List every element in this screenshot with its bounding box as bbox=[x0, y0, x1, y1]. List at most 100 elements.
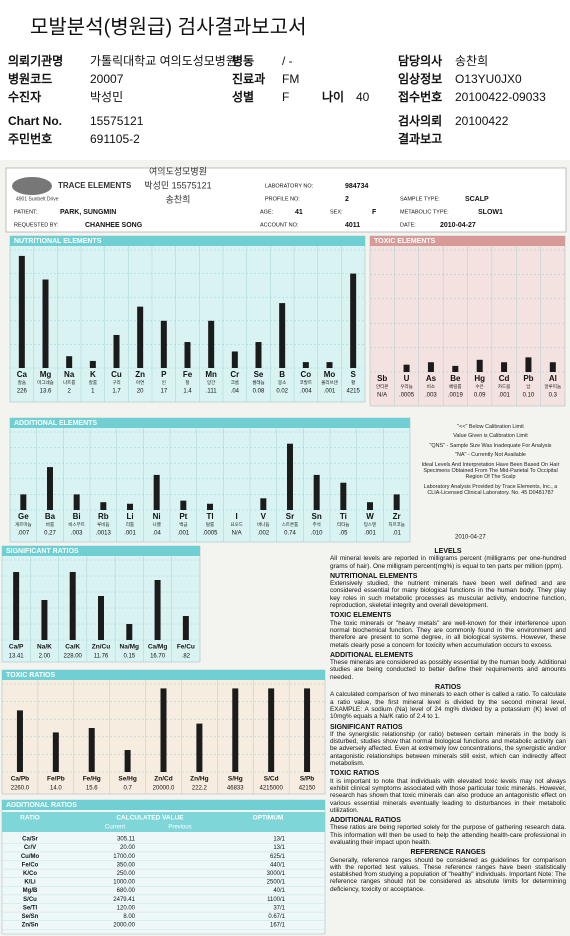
note-text: If the synergistic relationship (or rati… bbox=[330, 730, 566, 768]
element-symbol: Ni bbox=[153, 512, 161, 521]
element-name: 지르코늄 bbox=[388, 521, 405, 528]
column-header: RATIO bbox=[20, 815, 40, 822]
field-value: 691105-2 bbox=[90, 132, 140, 146]
element-name: 납 bbox=[526, 383, 530, 389]
field-value: 박성민 bbox=[90, 90, 123, 104]
result-value: 15.6 bbox=[86, 786, 98, 792]
panel-title-band bbox=[2, 670, 325, 680]
result-value: .04 bbox=[152, 531, 161, 537]
ratio-optimum: 40/1 bbox=[273, 888, 285, 894]
result-value: 13.6 bbox=[40, 389, 52, 395]
note-text: These ratios are being reported solely f… bbox=[330, 824, 566, 846]
ratio-optimum: 13/1 bbox=[273, 845, 285, 851]
bar bbox=[66, 356, 73, 368]
result-value: 13.41 bbox=[9, 654, 25, 660]
note-text: A calculated comparison of two minerals … bbox=[330, 691, 566, 721]
result-value: .0005 bbox=[399, 393, 415, 399]
ratio-name: S/Cu bbox=[23, 897, 37, 903]
ratio-name: Na/K bbox=[37, 644, 52, 651]
field-value: FM bbox=[282, 72, 299, 86]
bar bbox=[160, 320, 167, 368]
element-name: 몰리브덴 bbox=[321, 379, 338, 386]
bar bbox=[260, 498, 267, 510]
field-label: 검사의뢰 bbox=[398, 113, 442, 128]
field-value: 40 bbox=[356, 90, 370, 104]
result-value: .003 bbox=[425, 393, 437, 399]
element-name: 비스무트 bbox=[68, 521, 85, 528]
note-text: These minerals are considered as possibl… bbox=[330, 659, 566, 681]
result-value: 222.2 bbox=[192, 786, 208, 792]
panel-title: NUTRITIONAL ELEMENTS bbox=[14, 238, 102, 245]
element-symbol: Cu bbox=[111, 370, 122, 379]
note-heading: TOXIC RATIOS bbox=[330, 770, 380, 778]
field-label: 의뢰기관명 bbox=[8, 53, 63, 68]
element-name: 안티몬 bbox=[376, 383, 388, 390]
field-label: 병동 bbox=[232, 53, 254, 68]
result-value: 16.70 bbox=[150, 654, 166, 660]
panel-title: ADDITIONAL RATIOS bbox=[6, 802, 77, 809]
result-value: .001 bbox=[324, 389, 336, 395]
element-name: 카드뮴 bbox=[498, 383, 510, 390]
result-value: .0013 bbox=[96, 531, 112, 537]
column-subheader: Current bbox=[105, 825, 125, 831]
element-name: 알루미늄 bbox=[545, 383, 562, 390]
result-value: .003 bbox=[71, 531, 83, 537]
result-value: 0.09 bbox=[474, 393, 486, 399]
element-name: 비소 bbox=[427, 383, 435, 390]
bar bbox=[452, 365, 459, 372]
bar bbox=[393, 494, 400, 510]
lab-company: TRACE ELEMENTS bbox=[58, 181, 132, 190]
result-value: .002 bbox=[257, 531, 269, 537]
element-symbol: K bbox=[90, 370, 96, 379]
ratio-optimum: 3000/1 bbox=[267, 871, 286, 877]
note-text: Generally, reference ranges should be co… bbox=[330, 856, 566, 893]
lab-field-value: 2 bbox=[345, 196, 349, 203]
legend-line: "NA" - Currently Not Available bbox=[455, 452, 526, 459]
panel-title-band bbox=[370, 236, 565, 246]
result-value: 2260.0 bbox=[11, 786, 30, 792]
bar bbox=[13, 572, 20, 640]
lab-field-label: SEX: bbox=[330, 209, 343, 215]
ratio-current: 1700.00 bbox=[113, 854, 135, 860]
element-symbol: Mg bbox=[40, 370, 52, 379]
note-text: It is important to note that individuals… bbox=[330, 777, 566, 814]
bar bbox=[340, 482, 347, 510]
bar bbox=[427, 362, 434, 372]
element-name: 요오드 bbox=[230, 522, 242, 527]
element-name: 스트론튬 bbox=[282, 522, 299, 527]
element-name: 코발트 bbox=[300, 379, 312, 385]
ratio-current: 8.00 bbox=[123, 914, 135, 920]
element-name: 리튬 bbox=[126, 521, 134, 528]
panel bbox=[9, 417, 411, 543]
lab-field-label: PATIENT: bbox=[14, 209, 38, 215]
element-symbol: Al bbox=[549, 374, 557, 383]
element-name: 루비듐 bbox=[97, 521, 109, 528]
result-value: 11.76 bbox=[94, 654, 109, 660]
result-value: 4215 bbox=[346, 389, 360, 395]
legend-line: "<<" Below Calibration Limit bbox=[457, 424, 524, 430]
element-name: 수은 bbox=[476, 384, 484, 390]
element-name: 나트륨 bbox=[63, 379, 75, 386]
element-name: 아연 bbox=[136, 379, 144, 386]
ratio-name: Fe/Cu bbox=[177, 644, 195, 651]
bar bbox=[98, 596, 104, 640]
ratio-name: Mg/B bbox=[23, 888, 38, 894]
bar bbox=[69, 572, 76, 640]
note-heading: RATIOS bbox=[435, 684, 461, 692]
note-heading: NUTRITIONAL ELEMENTS bbox=[330, 572, 418, 580]
ratio-optimum: 1100/1 bbox=[267, 897, 286, 903]
result-value: 0.74 bbox=[284, 531, 296, 537]
element-symbol: Pt bbox=[179, 512, 187, 521]
element-symbol: Co bbox=[300, 370, 311, 379]
lab-field-value: 4011 bbox=[345, 222, 360, 229]
ratio-optimum: 625/1 bbox=[270, 854, 286, 860]
bar bbox=[100, 502, 107, 510]
ratio-current: 250.00 bbox=[117, 871, 136, 877]
ratio-current: 120.00 bbox=[117, 905, 136, 911]
field-label: 담당의사 bbox=[398, 53, 442, 68]
element-symbol: Cd bbox=[499, 374, 510, 383]
bar bbox=[302, 362, 309, 368]
result-value: .82 bbox=[182, 654, 191, 660]
ratio-name: Ca/P bbox=[9, 644, 24, 651]
